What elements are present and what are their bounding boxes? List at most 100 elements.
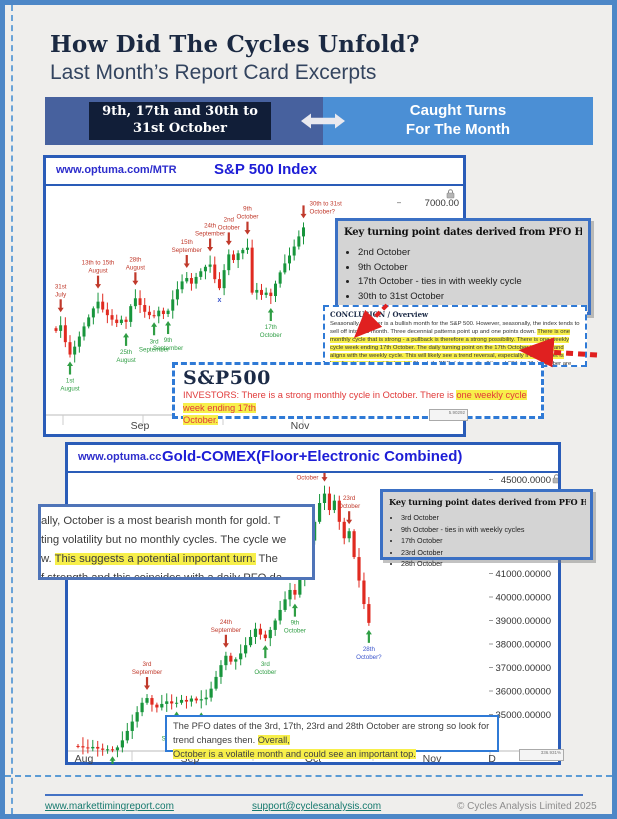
- x-axis-label: Sep: [131, 420, 150, 432]
- candle: [105, 309, 109, 316]
- annotation-label: September: [132, 669, 162, 676]
- annotation-label: October: [260, 332, 282, 339]
- x-axis-label: Nov: [291, 420, 310, 432]
- candle: [229, 655, 233, 662]
- annotation-label: October: [218, 224, 240, 231]
- candle: [268, 629, 272, 639]
- candle: [145, 698, 149, 703]
- candle: [180, 281, 184, 290]
- gold-note-panel: ally, October is a most bearish month fo…: [38, 504, 315, 580]
- lock-icon: [552, 474, 558, 484]
- gold-chart-header: www.optuma.cc Gold-COMEX(Floor+Electroni…: [68, 445, 558, 473]
- candle: [236, 253, 240, 261]
- candle: [283, 599, 287, 610]
- key-date-item: 23rd October: [401, 547, 586, 559]
- annotation-label: 15th: [181, 239, 194, 246]
- candle: [203, 266, 207, 272]
- candle: [241, 249, 245, 254]
- candle: [150, 698, 154, 705]
- candle: [59, 325, 63, 331]
- candle: [327, 493, 332, 511]
- candle: [248, 636, 253, 646]
- gold-key-dates-panel: Key turning point dates derived from PFO…: [380, 489, 593, 568]
- annotation-label: August: [116, 357, 136, 364]
- chart-annotation: 29th: [109, 756, 116, 764]
- candle: [234, 659, 238, 662]
- candle: [322, 493, 327, 504]
- annotation-label: September: [172, 247, 202, 254]
- candle: [244, 645, 248, 654]
- annotation-label: August: [126, 264, 146, 271]
- banner-left-segment: 9th, 17th and 30th to 31st October: [45, 97, 323, 145]
- candle: [73, 346, 77, 355]
- y-axis-label: 40000.00000: [496, 593, 551, 604]
- chart-source-link[interactable]: www.optuma.com/MTR: [56, 164, 177, 176]
- investors-title: S&P500: [183, 367, 271, 389]
- candle: [76, 745, 80, 747]
- candle: [105, 749, 110, 751]
- candle: [239, 653, 243, 660]
- candle: [278, 609, 282, 621]
- page-subtitle: Last Month’s Report Card Excerpts: [50, 61, 377, 84]
- y-axis-label: 45000.0000: [501, 475, 551, 486]
- candle: [283, 263, 287, 273]
- sp500-investors-panel: S&P500 INVESTORS: There is a strong mont…: [172, 362, 544, 426]
- candle: [259, 289, 263, 295]
- candle: [302, 227, 306, 237]
- candle: [269, 292, 273, 297]
- y-axis-label: 37000.00000: [496, 663, 551, 674]
- candle: [175, 289, 179, 300]
- candle: [337, 500, 341, 522]
- candle: [96, 746, 100, 749]
- key-dates-title: Key turning point dates derived from PFO…: [344, 227, 582, 238]
- page-title: How Did The Cycles Unfold?: [50, 31, 420, 58]
- candle: [204, 697, 208, 700]
- annotation-label: October: [296, 475, 318, 482]
- annotation-label: October: [236, 214, 258, 221]
- candle: [77, 336, 81, 347]
- bottom-margin-guide: [5, 775, 612, 777]
- annotation-label: 9th: [243, 206, 252, 213]
- candle: [68, 342, 72, 355]
- candle: [129, 306, 133, 322]
- candle: [96, 301, 100, 309]
- y-axis-label: 38000.00000: [496, 640, 551, 651]
- chart-source-link[interactable]: www.optuma.cc: [78, 451, 162, 463]
- annotation-label: October: [338, 503, 360, 510]
- annotation-label: July: [55, 291, 67, 298]
- annotation-label: 28th: [129, 256, 142, 263]
- key-date-item: 3rd October: [401, 512, 586, 524]
- annotation-label: August: [88, 268, 108, 275]
- annotation-label: 23rd: [343, 495, 356, 502]
- annotation-label: October?: [310, 208, 336, 215]
- candle: [217, 279, 221, 289]
- annotation-label: October: [254, 669, 276, 676]
- annotation-label: 1st: [66, 378, 75, 385]
- annotation-label: 2nd: [224, 216, 235, 223]
- annotation-label: 9th: [164, 337, 173, 344]
- candle: [278, 272, 282, 284]
- footer-link-support-email[interactable]: support@cyclesanalysis.com: [252, 801, 382, 812]
- candle: [143, 305, 147, 312]
- candle: [347, 531, 351, 539]
- footer-link-markettimingreport[interactable]: www.markettimingreport.com: [45, 801, 174, 812]
- footer-rule: [45, 794, 583, 796]
- banner-date-box: 9th, 17th and 30th to 31st October: [89, 102, 271, 140]
- candle: [101, 301, 105, 310]
- annotation-label: 24th: [220, 619, 233, 626]
- annotation-label: 9th: [291, 620, 300, 627]
- candle: [273, 283, 277, 297]
- candle: [209, 688, 213, 698]
- candle: [250, 247, 254, 293]
- candle: [54, 328, 58, 331]
- svg-text:x: x: [217, 297, 221, 304]
